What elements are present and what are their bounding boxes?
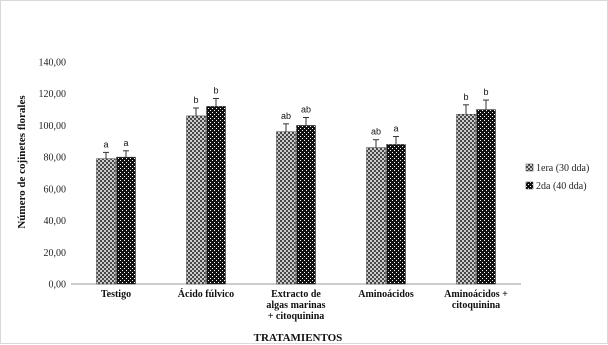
y-tick-label: 140,00 bbox=[39, 58, 67, 69]
bar bbox=[116, 156, 136, 285]
bar bbox=[476, 109, 496, 285]
significance-letter: ab bbox=[281, 111, 291, 121]
category-label: Testigo bbox=[101, 289, 131, 300]
category-label: Ácido fúlvico bbox=[178, 288, 234, 300]
y-tick-label: 40,00 bbox=[44, 216, 67, 227]
y-tick-label: 120,00 bbox=[39, 89, 67, 100]
y-tick-label: 100,00 bbox=[39, 121, 67, 132]
y-axis-label: Número de cojinetes florales bbox=[16, 95, 28, 229]
y-tick-label: 60,00 bbox=[44, 184, 67, 195]
y-tick-label: 20,00 bbox=[44, 248, 67, 259]
category-label: Extracto de algas marinas + citoquinina bbox=[266, 289, 325, 322]
legend-swatch bbox=[525, 181, 534, 190]
significance-letter: b bbox=[483, 87, 488, 97]
y-ticks: 0,00 20,00 40,00 60,00 80,00 100,00 120,00 140,… bbox=[39, 58, 67, 291]
significance-letter: ab bbox=[371, 127, 381, 137]
significance-letter: b bbox=[463, 92, 468, 102]
category-label: Aminoácidos bbox=[358, 289, 414, 300]
bar bbox=[276, 131, 296, 285]
y-tick-label: 0,00 bbox=[49, 280, 67, 291]
significance-letter: ab bbox=[301, 105, 311, 115]
significance-letter: a bbox=[393, 124, 398, 134]
legend-label: 1era (30 dda) bbox=[536, 163, 589, 174]
bar bbox=[96, 158, 116, 285]
significance-letter: b bbox=[213, 85, 218, 95]
significance-letter: a bbox=[123, 138, 128, 148]
bar bbox=[296, 125, 316, 285]
bar bbox=[186, 115, 206, 285]
legend-swatch bbox=[525, 163, 534, 172]
bar bbox=[206, 106, 226, 285]
y-tick-label: 80,00 bbox=[44, 153, 67, 164]
category-label: Aminoácidos + citoquinina bbox=[444, 289, 508, 311]
bar bbox=[456, 114, 476, 285]
x-axis-label: TRATAMIENTOS bbox=[254, 332, 343, 344]
category-labels: Testigo Ácido fúlvico Extracto de algas mar… bbox=[101, 288, 508, 322]
significance-letter: a bbox=[103, 139, 108, 149]
significance-letter: b bbox=[193, 95, 198, 105]
bar bbox=[366, 147, 386, 285]
legend: 1era (30 dda) 2da (40 dda) bbox=[525, 163, 589, 192]
bar bbox=[386, 144, 406, 285]
legend-label: 2da (40 dda) bbox=[536, 181, 587, 192]
